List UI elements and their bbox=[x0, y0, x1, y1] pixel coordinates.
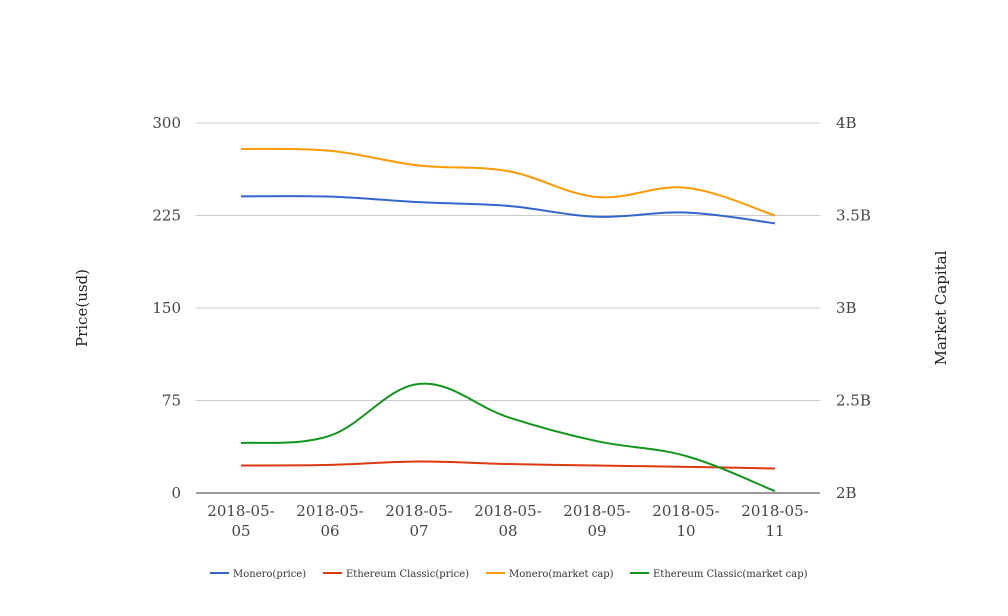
left-axis-title: Price(usd) bbox=[73, 269, 91, 347]
left-axis-ticks: 0 75 150 225 300 bbox=[152, 114, 181, 502]
right-axis-ticks: 2B 2.5B 3B 3.5B 4B bbox=[836, 114, 871, 502]
right-tick-label: 2.5B bbox=[836, 392, 871, 410]
series-line-1 bbox=[240, 195, 776, 225]
series-line-4 bbox=[240, 382, 776, 493]
right-axis-title: Market Capital bbox=[932, 250, 950, 365]
series-lines bbox=[240, 147, 776, 493]
left-tick-label: 75 bbox=[162, 392, 181, 410]
series-line-3 bbox=[240, 147, 776, 217]
x-axis-ticks: 2018-05-05 2018-05-06 2018-05-07 2018-05-08… bbox=[207, 502, 808, 540]
legend-item: Ethereum Classic(market cap) bbox=[630, 569, 808, 580]
left-tick-label: 225 bbox=[152, 207, 181, 225]
x-tick-label: 2018-05-09 bbox=[563, 502, 630, 540]
x-tick-label: 2018-05-07 bbox=[385, 502, 452, 540]
left-tick-label: 0 bbox=[171, 484, 181, 502]
left-tick-label: 150 bbox=[152, 299, 181, 317]
right-tick-label: 3B bbox=[836, 299, 857, 317]
legend-item: Monero(price) bbox=[210, 569, 306, 580]
legend-label: Ethereum Classic(market cap) bbox=[653, 569, 808, 580]
legend-item: Monero(market cap) bbox=[486, 569, 614, 580]
left-tick-label: 300 bbox=[152, 114, 181, 132]
legend-label: Ethereum Classic(price) bbox=[346, 569, 469, 580]
legend-label: Monero(market cap) bbox=[509, 569, 614, 580]
series-line-2 bbox=[240, 460, 776, 470]
x-tick-label: 2018-05-05 bbox=[207, 502, 274, 540]
x-tick-label: 2018-05-10 bbox=[652, 502, 719, 540]
gridlines bbox=[196, 122, 820, 494]
right-tick-label: 4B bbox=[836, 114, 857, 132]
x-tick-label: 2018-05-11 bbox=[741, 502, 808, 540]
right-tick-label: 3.5B bbox=[836, 207, 871, 225]
right-tick-label: 2B bbox=[836, 484, 857, 502]
x-tick-label: 2018-05-08 bbox=[474, 502, 541, 540]
legend: Monero(price) Ethereum Classic(price) Mone… bbox=[210, 569, 808, 580]
legend-label: Monero(price) bbox=[233, 569, 306, 580]
legend-item: Ethereum Classic(price) bbox=[323, 569, 469, 580]
x-tick-label: 2018-05-06 bbox=[296, 502, 363, 540]
